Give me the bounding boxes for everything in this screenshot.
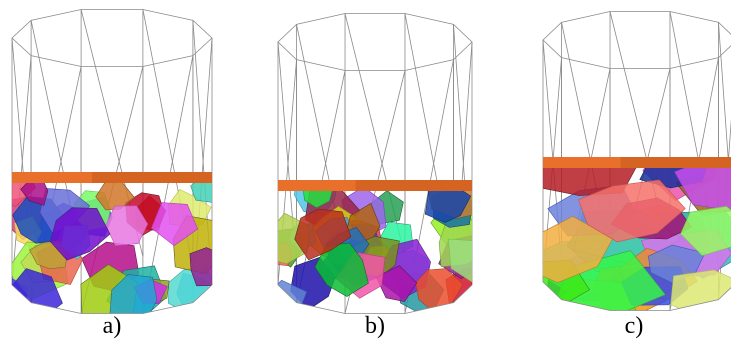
particle bbox=[190, 248, 224, 286]
cylinder bbox=[0, 9, 225, 334]
figure: a) b) c) bbox=[0, 0, 731, 342]
top-rim bbox=[12, 9, 212, 66]
plate-shade bbox=[92, 172, 212, 183]
top-rim bbox=[278, 13, 472, 70]
top-rim bbox=[543, 11, 731, 68]
particles bbox=[0, 166, 225, 334]
panel-label: a) bbox=[103, 313, 122, 339]
cylinder bbox=[261, 13, 493, 318]
cylinder bbox=[514, 11, 731, 325]
panel-label: c) bbox=[625, 313, 644, 339]
panel-label: b) bbox=[365, 313, 385, 339]
plate-shade bbox=[356, 180, 472, 191]
particles bbox=[514, 127, 731, 326]
plate-shade bbox=[621, 157, 731, 168]
